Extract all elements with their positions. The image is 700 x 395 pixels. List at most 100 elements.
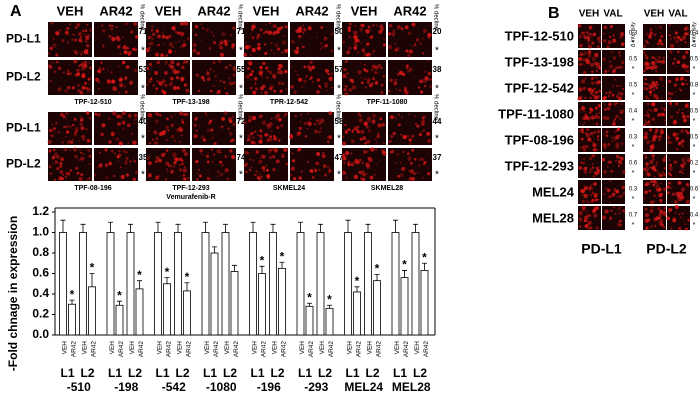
cell (396, 152, 400, 156)
cell (344, 123, 347, 127)
cell (165, 35, 170, 40)
cell (667, 91, 672, 96)
cell (150, 65, 153, 68)
cell (301, 85, 304, 89)
cell (347, 28, 351, 33)
x-tick-label: AR42 (423, 341, 430, 358)
cell (258, 139, 263, 144)
cell (357, 112, 361, 116)
cell (221, 32, 226, 37)
cell (645, 166, 650, 172)
cell (670, 105, 672, 107)
cell (591, 166, 595, 169)
cell (167, 49, 173, 54)
column-header: VEH (351, 3, 378, 18)
cell (654, 95, 659, 100)
cell (369, 35, 374, 39)
cell (172, 86, 177, 91)
cell (250, 166, 253, 169)
cell (69, 169, 73, 172)
cell (253, 22, 256, 25)
cell (657, 173, 660, 176)
cell (359, 27, 364, 32)
cell (291, 166, 295, 171)
cell (261, 120, 266, 125)
cell (676, 66, 678, 68)
cell (593, 206, 596, 209)
cell (587, 38, 591, 42)
cell (254, 83, 257, 86)
cell (647, 142, 649, 145)
cell (210, 148, 213, 151)
bar (88, 286, 96, 336)
row-label: TPF-11-1080 (498, 106, 574, 121)
decline-label: % decline (138, 4, 144, 31)
cell (195, 177, 199, 181)
cell (155, 91, 157, 94)
cell (595, 171, 599, 175)
cell (318, 168, 321, 171)
cell (644, 218, 649, 223)
column-header: VEH (155, 3, 182, 18)
cell (209, 119, 213, 123)
cell (616, 127, 621, 132)
cell (279, 70, 284, 75)
cell (605, 130, 609, 134)
cell (366, 42, 370, 46)
cell (591, 149, 594, 151)
cell (275, 159, 280, 164)
cell (616, 222, 621, 227)
cell (668, 34, 671, 37)
cell (172, 152, 177, 157)
cell (586, 33, 589, 36)
cell (274, 43, 279, 47)
cell (315, 119, 318, 122)
cell (585, 199, 588, 202)
cell (383, 37, 385, 40)
cell (379, 24, 384, 29)
cell (269, 135, 272, 138)
cell (580, 128, 584, 132)
cell (611, 140, 614, 142)
cell (66, 141, 70, 145)
cell (612, 69, 616, 74)
sub-label: L2 (80, 366, 94, 380)
cell (596, 115, 600, 120)
cell (611, 122, 616, 126)
cell (206, 71, 210, 76)
cell (181, 148, 186, 153)
cell (243, 53, 248, 57)
cell (610, 136, 613, 139)
cell (154, 52, 160, 57)
cell (72, 33, 75, 36)
cell (611, 50, 614, 53)
sub-label: L1 (298, 366, 312, 380)
cell (581, 31, 584, 34)
cell (674, 160, 678, 164)
cell (650, 225, 653, 228)
cell (267, 30, 273, 35)
asterisk: * (435, 84, 439, 95)
cell (411, 148, 415, 152)
cell (381, 149, 383, 151)
cell (175, 31, 178, 34)
cell (618, 54, 621, 57)
cell (653, 194, 656, 198)
cell (264, 51, 268, 56)
cell (267, 70, 270, 73)
cell (274, 115, 279, 120)
cell (663, 210, 666, 213)
cell (595, 166, 599, 170)
column-header: AR42 (295, 3, 328, 18)
cell (648, 228, 650, 230)
cell (246, 47, 249, 50)
micrograph (192, 148, 236, 181)
cell (65, 117, 67, 120)
cell (79, 122, 83, 127)
cell (419, 42, 422, 45)
cell (590, 33, 594, 38)
cell (370, 147, 375, 152)
micrograph (643, 102, 666, 126)
cell (660, 223, 664, 227)
cell (75, 52, 79, 55)
